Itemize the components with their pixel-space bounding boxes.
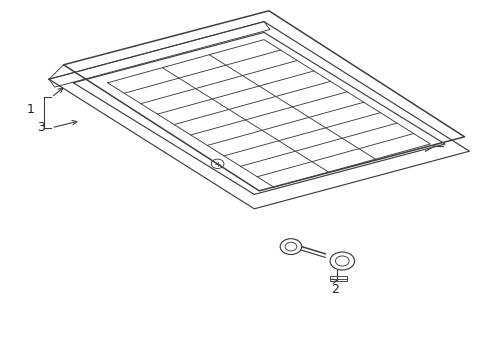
Text: 3: 3	[37, 121, 44, 134]
Text: 2: 2	[330, 283, 338, 296]
Text: 1: 1	[27, 103, 35, 116]
